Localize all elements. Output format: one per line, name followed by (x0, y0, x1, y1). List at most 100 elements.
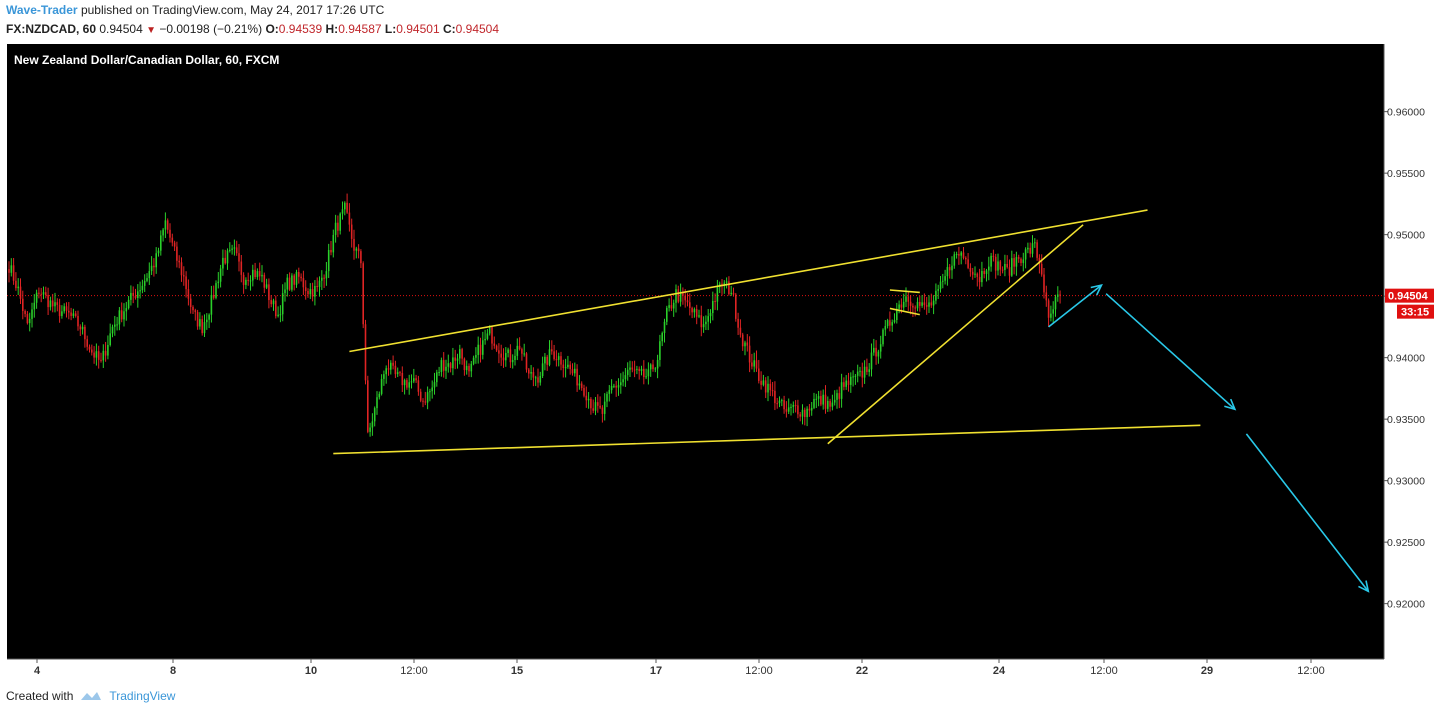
candle-body (231, 248, 233, 250)
candle-body (127, 299, 130, 309)
candle-body (822, 394, 824, 405)
price-change: −0.00198 (−0.21%) (159, 22, 263, 36)
candle-body (242, 274, 245, 285)
candle-body (705, 321, 707, 325)
candle-body (1029, 247, 1031, 254)
candle-body (364, 324, 367, 381)
candle-body (141, 285, 144, 291)
candle-body (22, 298, 24, 311)
candle-body (162, 229, 164, 236)
candle-body (189, 298, 192, 307)
candle-body (54, 302, 56, 307)
author-link[interactable]: Wave-Trader (6, 3, 78, 17)
candle-body (500, 353, 502, 358)
candle-body (327, 249, 330, 272)
candle-body (930, 302, 933, 306)
candle-body (26, 313, 29, 324)
candle-body (521, 349, 523, 354)
candle-body (594, 402, 597, 411)
candle-body (192, 306, 194, 311)
price-axis[interactable] (1384, 44, 1440, 659)
candle-body (143, 280, 146, 286)
candle-body (693, 309, 696, 313)
candle-body (38, 292, 40, 294)
candle-body (15, 280, 17, 289)
candle-body (465, 365, 468, 371)
candle-body (1059, 294, 1061, 296)
candle-body (670, 305, 673, 309)
candle-body (978, 276, 981, 283)
candle-body (31, 309, 33, 319)
candle-body (969, 267, 972, 272)
candle-body (507, 349, 509, 354)
candle-body (629, 367, 631, 370)
forecast-arrows[interactable] (1048, 283, 1370, 593)
candle-body (983, 271, 985, 275)
candle-body (10, 265, 13, 273)
trendlines[interactable] (333, 209, 1201, 455)
x-tick-label: 15 (511, 665, 523, 677)
candle-body (120, 310, 123, 320)
candle-body (281, 293, 284, 315)
candle-body (985, 270, 988, 275)
candle-body (640, 368, 643, 372)
candle-body (560, 356, 562, 365)
candle-body (592, 408, 594, 411)
candle-body (475, 354, 477, 358)
candle-body (447, 363, 450, 367)
candle-body (360, 251, 362, 264)
candle-body (695, 309, 698, 317)
candle-body (951, 265, 953, 271)
candle-body (781, 400, 783, 402)
candle-body (194, 310, 197, 313)
candle-body (546, 356, 548, 365)
candle-body (452, 357, 454, 369)
candle-body (615, 385, 617, 388)
candle-body (1057, 294, 1059, 297)
candle-body (739, 327, 742, 335)
candle-body (783, 400, 785, 410)
candle-body (187, 289, 190, 299)
forecast-arrow-head (1224, 398, 1237, 411)
candle-body (1034, 242, 1036, 244)
candle-body (944, 276, 946, 281)
candle-body (785, 409, 788, 412)
candle-body (557, 356, 560, 360)
candle-body (700, 315, 703, 328)
candle-body (737, 318, 739, 328)
candle-body (1054, 296, 1057, 310)
candle-body (1047, 300, 1050, 318)
candle-body (679, 291, 682, 302)
candle-body (677, 289, 680, 302)
candle-body (477, 344, 479, 355)
candle-body (686, 300, 689, 303)
x-tick-label: 24 (993, 665, 1006, 677)
time-axis[interactable] (0, 659, 1440, 687)
candle-body (408, 382, 410, 388)
candle-body (93, 352, 95, 358)
candle-body (769, 383, 772, 391)
candle-body (387, 368, 390, 370)
candle-body (962, 252, 965, 258)
candle-body (164, 220, 167, 230)
low-label: L: (384, 22, 397, 36)
candle-body (767, 383, 769, 393)
candle-body (1050, 313, 1052, 318)
candle-body (663, 321, 666, 334)
publish-info: Wave-Trader published on TradingView.com… (6, 3, 384, 17)
candle-body (868, 369, 870, 372)
candle-body (95, 351, 98, 358)
candle-body (307, 291, 309, 295)
candle-body (530, 372, 532, 374)
candle-body (548, 349, 551, 365)
candle-body (171, 237, 174, 243)
candle-body (403, 380, 406, 386)
candle-body (63, 306, 65, 312)
candle-body (166, 220, 169, 230)
tradingview-link[interactable]: TradingView (109, 689, 176, 703)
candle-body (17, 286, 19, 289)
candle-body (8, 269, 10, 273)
candle-body (905, 296, 907, 302)
candle-body (909, 301, 912, 306)
